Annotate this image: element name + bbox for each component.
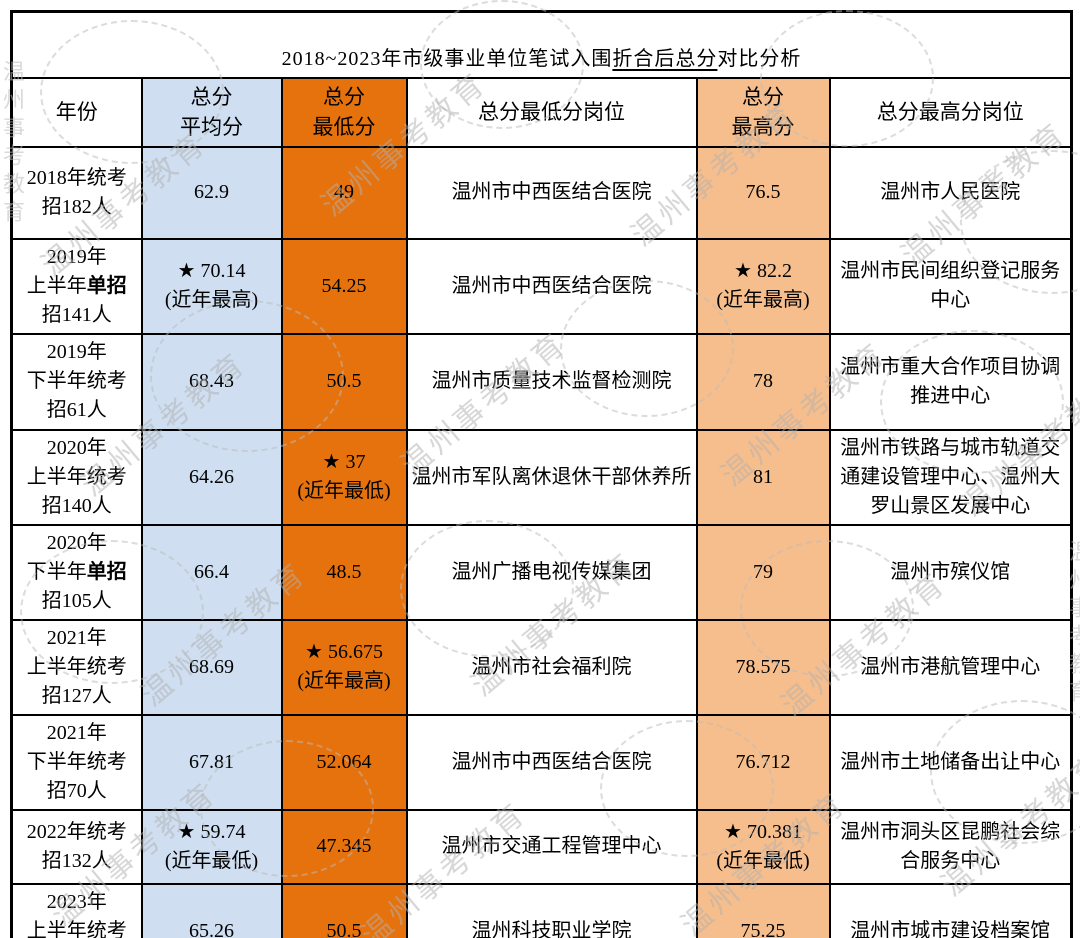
score-comparison-table: 2018~2023年市级事业单位笔试入围折合后总分对比分析 年份 总分 平均分 … [10,10,1074,938]
year-cell: 2020年 下半年单招 招105人 [10,523,143,621]
avg-score-cell: 66.4 [140,523,283,621]
page-title: 2018~2023年市级事业单位笔试入围折合后总分对比分析 [10,10,1073,79]
year-cell: 2019年 上半年单招 招141人 [10,237,143,335]
col-header-year: 年份 [10,77,143,148]
max-score-position-cell: 温州市重大合作项目协调推进中心 [828,332,1073,431]
year-cell: 2018年统考 招182人 [10,145,143,240]
max-score-cell: 78 [695,332,831,431]
avg-score-cell: 68.69 [140,618,283,716]
min-score-cell: ★ 37 (近年最低) [280,428,408,526]
min-score-cell: ★ 56.675 (近年最高) [280,618,408,716]
year-cell: 2022年统考 招132人 [10,808,143,885]
min-score-position-cell: 温州市社会福利院 [405,618,698,716]
col-header-max-score: 总分 最高分 [695,77,831,148]
min-score-cell: 47.345 [280,808,408,885]
max-score-position-cell: 温州市城市建设档案馆 [828,882,1073,938]
col-header-avg-score: 总分 平均分 [140,77,283,148]
min-score-position-cell: 温州市军队离休退休干部休养所 [405,428,698,526]
year-cell: 2023年 上半年统考 招162人 [10,882,143,938]
min-score-cell: 50.5 [280,332,408,431]
table-row: 2019年 上半年单招 招141人 ★ 70.14 (近年最高) 54.25 温… [10,237,1073,335]
table-row: 2020年 下半年单招 招105人 66.4 48.5 温州广播电视传媒集团 7… [10,523,1073,621]
avg-score-cell: ★ 70.14 (近年最高) [140,237,283,335]
max-score-cell: 79 [695,523,831,621]
max-score-position-cell: 温州市土地储备出让中心 [828,713,1073,811]
max-score-cell: ★ 82.2 (近年最高) [695,237,831,335]
min-score-cell: 50.5 [280,882,408,938]
min-score-cell: 49 [280,145,408,240]
table-row: 2023年 上半年统考 招162人 65.26 50.5 温州科技职业学院 75… [10,882,1073,938]
title-suffix: 对比分析 [717,48,802,70]
table-row: 2019年 下半年统考 招61人 68.43 50.5 温州市质量技术监督检测院… [10,332,1073,431]
max-score-position-cell: 温州市铁路与城市轨道交通建设管理中心、温州大罗山景区发展中心 [828,428,1073,526]
max-score-cell: 78.575 [695,618,831,716]
min-score-cell: 48.5 [280,523,408,621]
col-header-max-score-position: 总分最高分岗位 [828,77,1073,148]
max-score-cell: 76.712 [695,713,831,811]
min-score-position-cell: 温州广播电视传媒集团 [405,523,698,621]
avg-score-cell: 68.43 [140,332,283,431]
max-score-position-cell: 温州市港航管理中心 [828,618,1073,716]
avg-score-cell: 64.26 [140,428,283,526]
min-score-position-cell: 温州市中西医结合医院 [405,713,698,811]
avg-score-cell: 62.9 [140,145,283,240]
avg-score-cell: ★ 59.74 (近年最低) [140,808,283,885]
max-score-cell: 75.25 [695,882,831,938]
max-score-position-cell: 温州市民间组织登记服务中心 [828,237,1073,335]
table-row: 2021年 下半年统考 招70人 67.81 52.064 温州市中西医结合医院… [10,713,1073,811]
year-cell: 2019年 下半年统考 招61人 [10,332,143,431]
title-underlined: 折合后总分 [612,48,718,70]
avg-score-cell: 67.81 [140,713,283,811]
header-row: 年份 总分 平均分 总分 最低分 总分最低分岗位 总分 最高分 总分最高分岗位 [10,77,1073,148]
year-cell: 2021年 上半年统考 招127人 [10,618,143,716]
table-row: 2022年统考 招132人 ★ 59.74 (近年最低) 47.345 温州市交… [10,808,1073,885]
table-row: 2018年统考 招182人 62.9 49 温州市中西医结合医院 76.5 温州… [10,145,1073,240]
min-score-position-cell: 温州市中西医结合医院 [405,145,698,240]
min-score-position-cell: 温州市质量技术监督检测院 [405,332,698,431]
year-cell: 2020年 上半年统考 招140人 [10,428,143,526]
max-score-cell: 81 [695,428,831,526]
max-score-cell: 76.5 [695,145,831,240]
table-row: 2021年 上半年统考 招127人 68.69 ★ 56.675 (近年最高) … [10,618,1073,716]
table-body: 2018年统考 招182人 62.9 49 温州市中西医结合医院 76.5 温州… [10,145,1073,938]
title-prefix: 2018~2023年市级事业单位笔试入围 [281,48,613,70]
min-score-position-cell: 温州科技职业学院 [405,882,698,938]
title-row: 2018~2023年市级事业单位笔试入围折合后总分对比分析 [10,10,1073,79]
min-score-position-cell: 温州市交通工程管理中心 [405,808,698,885]
avg-score-cell: 65.26 [140,882,283,938]
min-score-cell: 54.25 [280,237,408,335]
col-header-min-score: 总分 最低分 [280,77,408,148]
max-score-position-cell: 温州市殡仪馆 [828,523,1073,621]
min-score-position-cell: 温州市中西医结合医院 [405,237,698,335]
col-header-min-score-position: 总分最低分岗位 [405,77,698,148]
max-score-cell: ★ 70.381 (近年最低) [695,808,831,885]
max-score-position-cell: 温州市洞头区昆鹏社会综合服务中心 [828,808,1073,885]
year-cell: 2021年 下半年统考 招70人 [10,713,143,811]
min-score-cell: 52.064 [280,713,408,811]
table-row: 2020年 上半年统考 招140人 64.26 ★ 37 (近年最低) 温州市军… [10,428,1073,526]
max-score-position-cell: 温州市人民医院 [828,145,1073,240]
